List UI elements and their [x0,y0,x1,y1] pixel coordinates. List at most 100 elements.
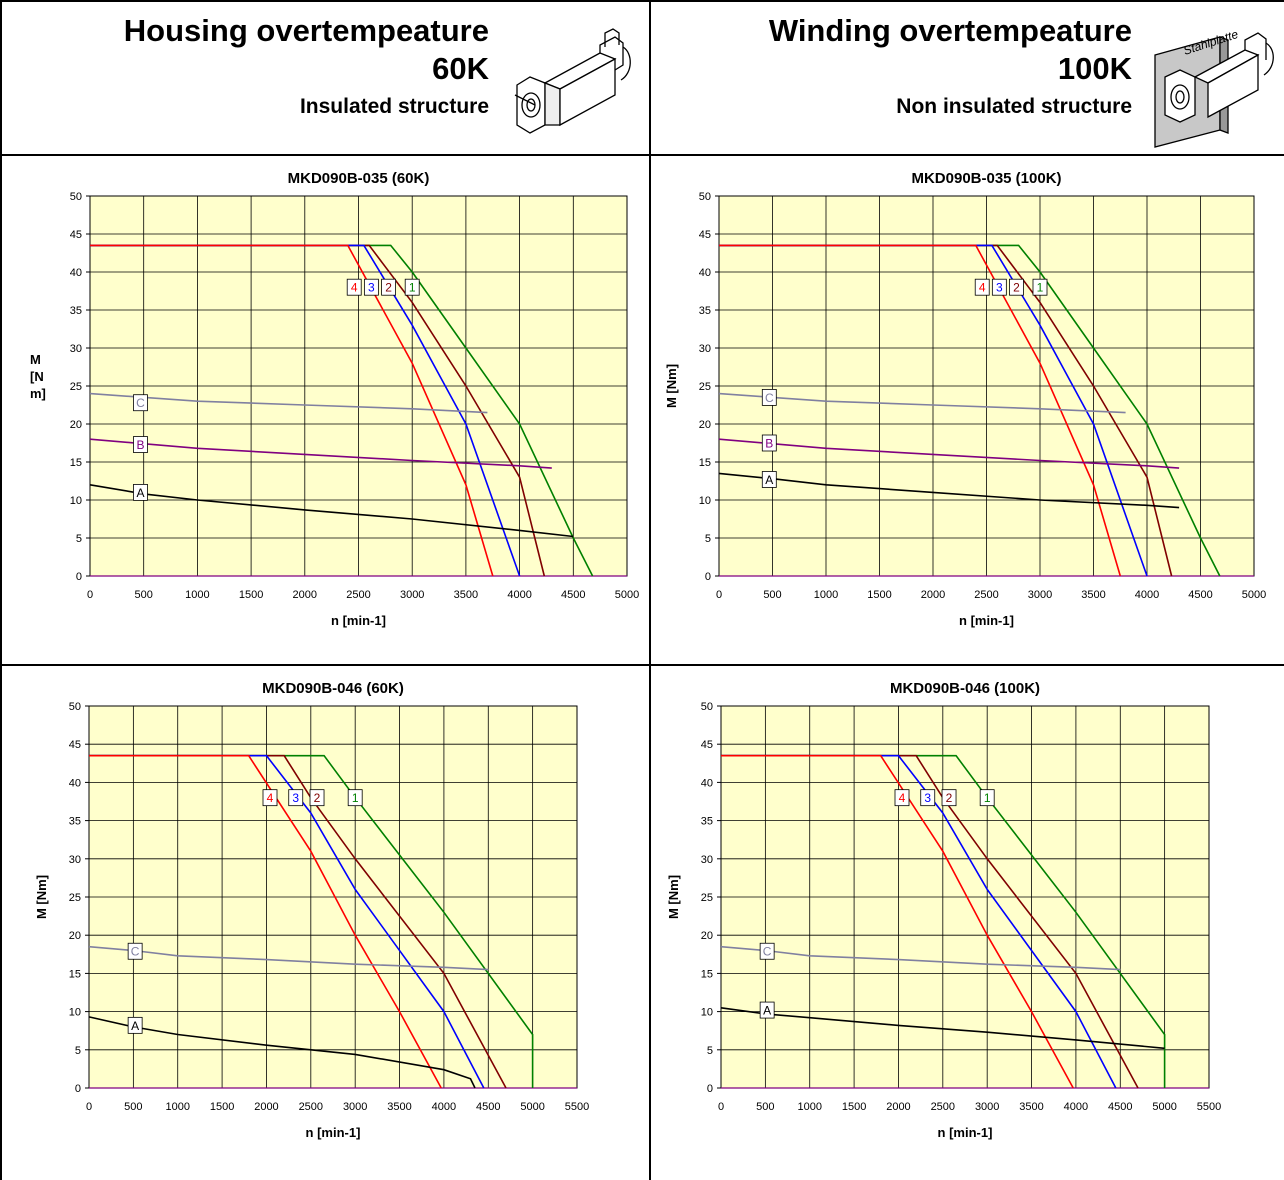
series-label-text: 2 [1013,281,1020,295]
x-tick-label: 2500 [299,1101,323,1113]
x-tick-label: 3500 [1019,1101,1043,1113]
y-tick-label: 10 [701,1007,713,1019]
header-right-value: 100K [1057,51,1132,86]
y-tick-label: 30 [69,854,81,866]
series-label-box [761,471,777,488]
series-label-box [1009,278,1024,296]
series-label-2: 2 [941,789,957,807]
series-label-1: 1 [404,278,420,296]
series-label-A: A [759,1001,775,1019]
chart-mkd090b-046-100k: MKD090B-046 (100K)0 500 1000 1500 2000 2500 30… [666,680,1221,1140]
x-tick-label: 0 [86,1101,92,1113]
y-tick-label: 40 [699,267,711,279]
x-tick-label: 3000 [400,589,424,601]
series-label-box [381,278,396,296]
series-label-box [759,942,775,960]
y-tick-label: 45 [699,229,711,241]
series-label-box [979,789,995,807]
series-label-A: A [761,471,777,488]
series-label-4: 4 [346,278,362,296]
y-tick-label: 30 [699,343,711,355]
series-label-box [127,1016,143,1034]
x-tick-label: 2000 [921,589,945,601]
y-tick-label: 25 [69,892,81,904]
chart-title: MKD090B-035 (60K) [288,170,430,187]
x-tick-label: 3000 [1028,589,1052,601]
y-axis-label: M [Nm] [666,875,681,919]
y-tick-label: 15 [701,968,713,980]
series-label-B: B [133,436,148,453]
series-label-box [941,789,957,807]
x-tick-label: 3500 [454,589,478,601]
y-tick-label: 50 [701,701,713,713]
series-label-2: 2 [1009,278,1024,296]
series-line-B [718,438,1180,469]
series-label-box [133,394,148,412]
series-label-box [309,789,325,807]
series-label-A: A [127,1016,143,1034]
x-tick-label: 2000 [254,1101,278,1113]
x-tick-label: 1000 [797,1101,821,1113]
x-axis-label: n [min-1] [306,1125,361,1140]
series-label-B: B [761,434,777,452]
series-label-box [761,434,777,452]
y-tick-label: 50 [70,191,82,203]
series-label-4: 4 [894,789,910,807]
x-tick-label: 3500 [1081,589,1105,601]
y-tick-label: 40 [701,777,713,789]
frame-divider-h1 [0,154,1284,156]
y-axis-label: M [30,352,41,367]
series-label-box [262,789,278,807]
y-tick-label: 30 [701,854,713,866]
y-tick-label: 0 [707,1083,713,1095]
series-label-1: 1 [347,789,363,807]
series-label-box [991,278,1007,296]
x-axis-label: n [min-1] [959,613,1014,628]
series-label-C: C [133,394,148,412]
series-line-4 [90,244,494,577]
series-label-C: C [127,942,143,960]
y-tick-label: 15 [70,457,82,469]
y-tick-label: 35 [699,305,711,317]
y-tick-label: 0 [76,571,82,583]
series-label-3: 3 [363,278,379,296]
x-tick-label: 500 [124,1101,142,1113]
series-label-box [346,278,362,296]
series-label-text: A [763,1004,771,1018]
y-tick-label: 0 [75,1083,81,1095]
y-axis-label: [N [30,369,44,384]
series-label-box [974,278,990,296]
x-tick-label: 3000 [343,1101,367,1113]
series-label-text: 1 [352,791,359,805]
series-label-text: C [131,945,140,959]
chart-mkd090b-046-60k: MKD090B-046 (60K)0 500 1000 1500 2000 2500 300… [34,680,589,1140]
y-tick-label: 10 [699,495,711,507]
y-tick-label: 25 [70,381,82,393]
x-tick-label: 0 [718,1101,724,1113]
series-label-3: 3 [288,789,304,807]
x-tick-label: 1500 [867,589,891,601]
series-label-2: 2 [309,789,325,807]
y-tick-label: 20 [70,419,82,431]
series-label-4: 4 [974,278,990,296]
x-tick-label: 2000 [293,589,317,601]
series-label-box [1032,278,1048,296]
x-tick-label: 3500 [387,1101,411,1113]
series-label-text: 1 [984,791,991,805]
header-left-structure: Insulated structure [299,95,489,118]
y-axis-label: M [Nm] [664,364,679,408]
y-tick-label: 5 [75,1045,81,1057]
x-tick-label: 4500 [561,589,585,601]
chart-title: MKD090B-046 (60K) [262,680,404,697]
x-tick-label: 5000 [615,589,639,601]
x-tick-label: 4500 [476,1101,500,1113]
series-label-1: 1 [1032,278,1048,296]
x-tick-label: 2500 [931,1101,955,1113]
y-tick-label: 45 [701,739,713,751]
series-line-C [89,392,488,414]
series-label-box [404,278,420,296]
x-tick-label: 1000 [185,589,209,601]
y-tick-label: 20 [69,930,81,942]
series-label-text: 3 [996,281,1003,295]
x-tick-label: 2500 [346,589,370,601]
